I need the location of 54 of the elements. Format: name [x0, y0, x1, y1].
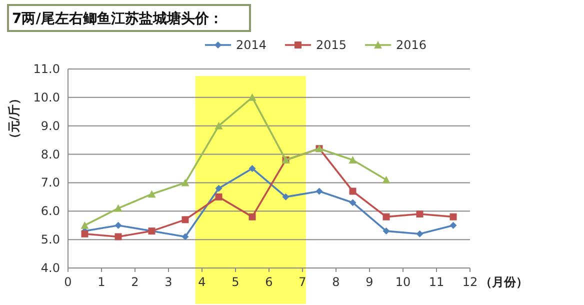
point: [349, 188, 356, 195]
point: [282, 193, 290, 200]
point: [450, 213, 457, 220]
x-tick-label: 7: [298, 275, 306, 289]
x-tick-label: 4: [198, 275, 206, 289]
point: [182, 216, 189, 224]
y-tick-label: 5.0: [40, 232, 60, 247]
point: [248, 213, 256, 220]
point: [114, 222, 122, 229]
x-tick-label: 8: [332, 275, 340, 289]
y-tick-label: 6.0: [40, 204, 60, 218]
chart-title: 7两/尾左右鲫鱼江苏盐城塘头价：: [12, 10, 223, 27]
point: [316, 188, 323, 195]
point: [80, 221, 89, 229]
y-tick-label: 11.0: [33, 62, 60, 76]
x-tick-label: 5: [232, 275, 240, 289]
point: [182, 233, 189, 240]
x-tick-label: 12: [462, 275, 478, 289]
y-tick-label: 7.0: [40, 176, 60, 190]
x-tick-label: 2: [131, 275, 139, 289]
point: [450, 222, 457, 229]
point: [248, 165, 256, 172]
point: [382, 176, 390, 184]
y-tick-label: 10.0: [33, 90, 60, 104]
point: [382, 228, 390, 235]
point: [215, 184, 222, 192]
point: [181, 178, 190, 186]
point: [416, 210, 424, 218]
point: [348, 156, 357, 164]
y-axis-title: （元/斤）: [7, 92, 21, 145]
x-tick-label: 9: [366, 275, 374, 289]
point: [416, 230, 424, 238]
point: [349, 199, 356, 206]
y-tick-label: 9.0: [40, 118, 60, 133]
legend-label: 2014: [236, 38, 267, 52]
point: [215, 193, 222, 200]
legend-label: 2015: [316, 38, 347, 52]
legend-label: 2016: [396, 38, 427, 52]
x-tick-label: 3: [164, 275, 172, 289]
point: [81, 230, 88, 238]
point: [214, 122, 223, 130]
point: [248, 93, 256, 101]
x-tick-label: 0: [64, 275, 72, 289]
x-axis-title: （月份）: [480, 275, 528, 289]
x-tick-label: 6: [265, 275, 273, 289]
point: [382, 213, 390, 220]
point: [114, 204, 122, 212]
x-tick-label: 10: [395, 275, 411, 289]
y-tick-label: 4.0: [40, 261, 60, 275]
point: [114, 233, 122, 240]
y-tick-label: 8.0: [40, 147, 60, 162]
x-tick-label: 11: [428, 275, 444, 289]
point: [148, 190, 156, 198]
x-tick-label: 1: [98, 275, 106, 289]
